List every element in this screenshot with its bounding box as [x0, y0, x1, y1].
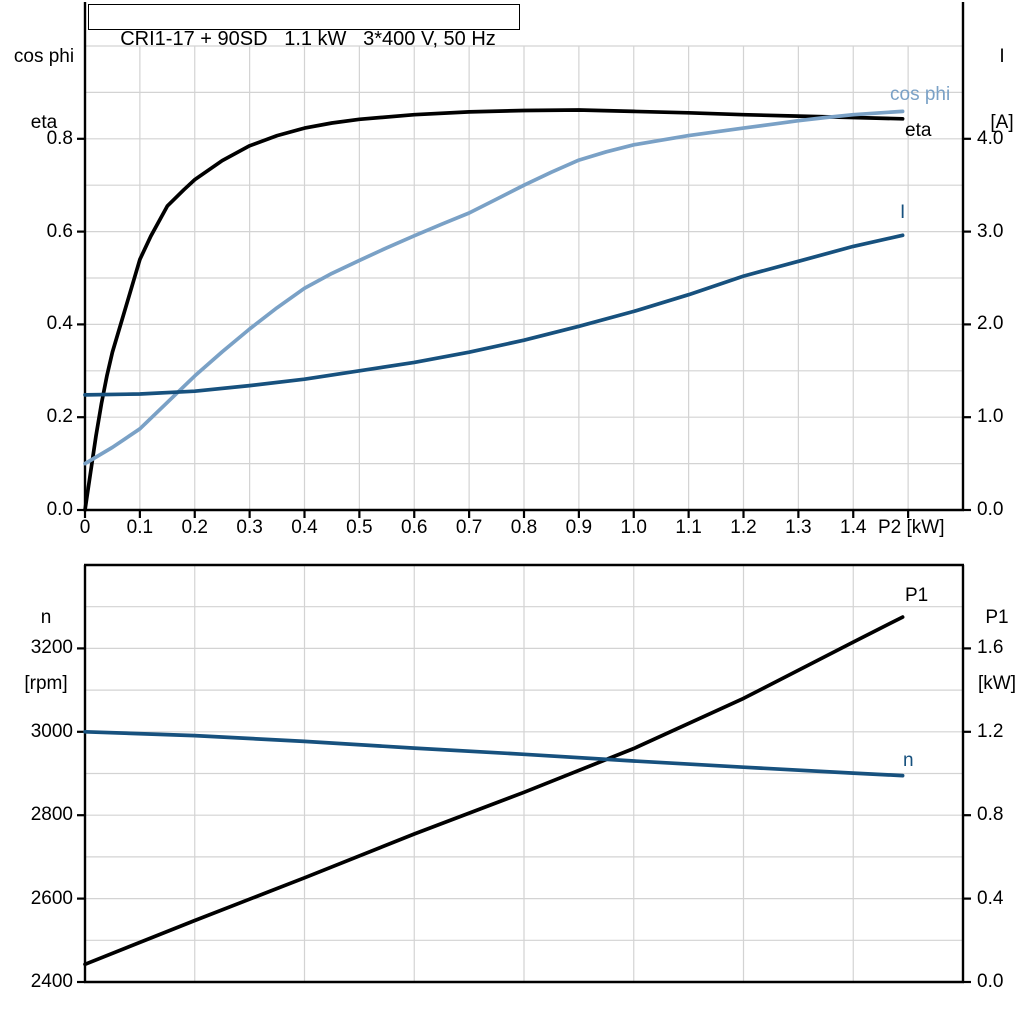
curve-n — [83, 729, 905, 778]
x-axis-tick-label: 0.9 — [565, 517, 593, 538]
right-axis-tick-label: 0.0 — [977, 971, 1004, 992]
right-axis-tick-label: 0.8 — [977, 804, 1004, 826]
top-right-axis-title: I [A] — [973, 2, 1024, 178]
top-left-axis-title-line1: cos phi — [13, 46, 75, 67]
bottom-left-axis-title-line1: n — [40, 607, 52, 628]
right-axis-tick-label: 2.0 — [977, 313, 1004, 335]
eta-curve-label: eta — [905, 120, 932, 141]
left-axis-tick-label: 3000 — [30, 720, 73, 742]
left-axis-tick-label: 0.0 — [46, 499, 73, 520]
top-left-axis-title-line2: eta — [30, 112, 58, 133]
x-axis-tick-label: 0.5 — [346, 517, 373, 538]
curve-i — [83, 233, 905, 397]
right-axis-tick-label: 3.0 — [977, 220, 1004, 242]
left-axis-tick-label: 2800 — [30, 804, 73, 826]
left-axis-tick-label: 0.8 — [46, 127, 73, 149]
x-axis-tick-label: 1.2 — [730, 517, 757, 538]
x-axis-tick-label: 0.4 — [291, 517, 318, 538]
x-axis-tick-label: 1.3 — [785, 517, 812, 538]
x-axis-tick-label: 0.6 — [401, 517, 428, 538]
bottom-left-axis-title-line2: [rpm] — [24, 673, 68, 694]
left-axis-tick-label: 0.4 — [46, 313, 73, 335]
bottom-right-axis-title: P1 [kW] — [966, 563, 1024, 739]
bottom-right-axis-title-line1: P1 — [985, 607, 1009, 628]
curve-p1 — [83, 615, 905, 967]
right-axis-tick-label: 1.2 — [977, 720, 1004, 742]
x-axis-tick-label: 0.3 — [236, 517, 263, 538]
chart-title-box: CRI1-17 + 90SD 1.1 kW 3*400 V, 50 Hz — [88, 4, 520, 50]
left-axis-tick-label: 2600 — [30, 887, 73, 909]
bottom-right-axis-title-line2: [kW] — [978, 673, 1016, 694]
right-axis-tick-label: 0.0 — [977, 499, 1004, 520]
right-axis-tick-label: 1.6 — [977, 637, 1004, 659]
p1-curve-label: P1 — [905, 585, 929, 606]
current-curve-label: I — [900, 202, 906, 223]
x-axis-tick-label: 0.8 — [510, 517, 538, 538]
left-axis-tick-label: 3200 — [30, 637, 73, 659]
top-right-axis-title-line1: I — [999, 46, 1005, 67]
x-axis-tick-label: 1.0 — [620, 517, 647, 538]
x-axis-tick-label: 1.1 — [675, 517, 702, 538]
x-axis-tick-label: 0.1 — [126, 517, 154, 538]
left-axis-tick-label: 0.6 — [46, 220, 73, 242]
x-axis-tick-label: 0 — [79, 517, 91, 538]
bottom-left-axis-title: n [rpm] — [8, 563, 84, 739]
right-axis-tick-label: 4.0 — [977, 127, 1004, 149]
top-x-axis-title: P2 [kW] — [878, 517, 945, 538]
x-axis-tick-label: 1.4 — [840, 517, 867, 538]
top-left-axis-title: cos phi eta — [6, 2, 82, 178]
curve-eta — [83, 108, 905, 512]
x-axis-tick-label: 0.7 — [455, 517, 483, 538]
left-axis-tick-label: 0.2 — [46, 406, 73, 428]
top-right-axis-title-line2: [A] — [990, 112, 1014, 133]
right-axis-tick-label: 1.0 — [977, 406, 1004, 428]
n-curve-label: n — [903, 750, 914, 771]
curve-cos-phi — [83, 109, 905, 466]
chart-title-text: CRI1-17 + 90SD 1.1 kW 3*400 V, 50 Hz — [120, 28, 496, 50]
left-axis-tick-label: 2400 — [30, 971, 73, 992]
cos-phi-curve-label: cos phi — [890, 84, 951, 105]
right-axis-tick-label: 0.4 — [977, 887, 1004, 909]
x-axis-tick-label: 0.2 — [181, 517, 208, 538]
